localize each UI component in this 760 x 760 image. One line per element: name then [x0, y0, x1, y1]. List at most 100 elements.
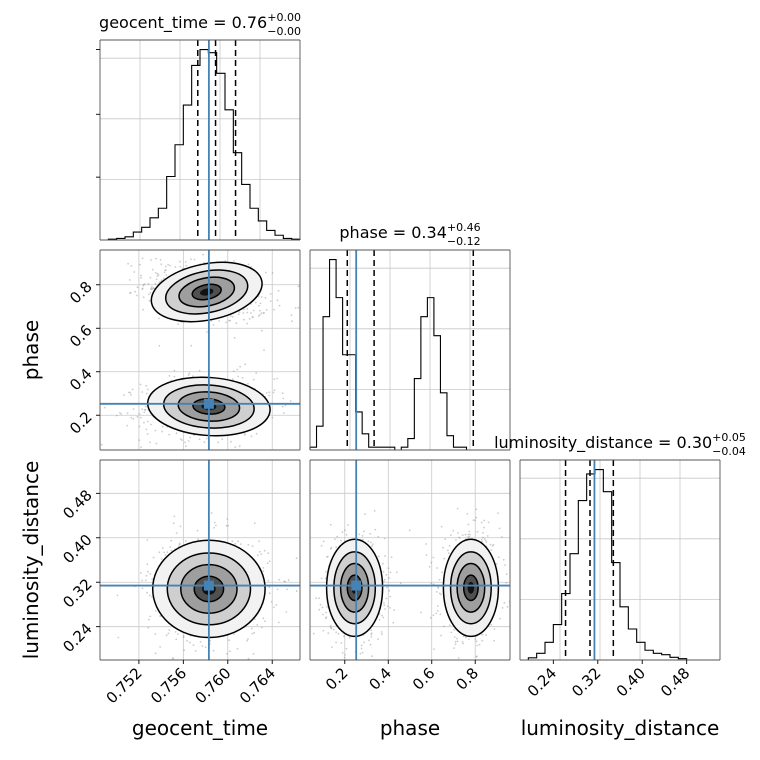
sample-point [505, 573, 508, 575]
sample-point [370, 545, 373, 547]
sample-point [235, 322, 238, 325]
sample-point [436, 567, 438, 569]
sample-point [206, 331, 208, 333]
sample-point [444, 538, 447, 541]
sample-point [315, 597, 318, 600]
sample-point [377, 555, 380, 558]
sample-point [157, 274, 160, 276]
hist-luminosity_distance-panel [519, 459, 721, 664]
sample-point [271, 664, 273, 666]
sample-point [268, 586, 271, 589]
sample-point [192, 375, 194, 377]
sample-point [341, 652, 344, 654]
sample-point [164, 269, 167, 272]
sample-point [262, 567, 265, 569]
sample-point [154, 652, 157, 655]
sample-point [156, 272, 159, 275]
sample-point [475, 508, 478, 511]
y-tick-label-distance_ticks: 0.48 [59, 486, 95, 522]
contour-luminosity_distance_vs_phase-truth-marker [351, 580, 362, 591]
sample-point [154, 429, 157, 432]
contour-luminosity_distance_vs_phase-mode-1-level-4 [467, 581, 475, 594]
sample-point [382, 570, 385, 573]
sample-point [457, 657, 460, 659]
sample-point [263, 312, 265, 314]
contour-luminosity_distance_vs_geocent_time-plot-area [100, 460, 300, 666]
hist-geocent_time-title-minus-text: −0.00 [267, 25, 301, 38]
sample-point [134, 290, 137, 293]
sample-point [147, 570, 149, 573]
sample-point [360, 644, 363, 647]
sample-point [281, 405, 284, 408]
sample-point [179, 265, 182, 268]
x-axis-label: phase [380, 716, 440, 740]
sample-point [495, 677, 497, 679]
sample-point [472, 519, 475, 521]
sample-point [247, 657, 250, 660]
sample-point [159, 615, 162, 618]
sample-point [435, 612, 438, 615]
contour-luminosity_distance_vs_geocent_time-panel [96, 459, 301, 666]
sample-point [456, 637, 458, 640]
sample-point [233, 337, 236, 339]
sample-point [262, 617, 265, 620]
sample-point [250, 312, 252, 314]
hist-geocent_time-title-param: geocent_time [99, 13, 208, 33]
hist-phase-title-eq: = [388, 223, 412, 242]
sample-point [467, 523, 470, 526]
sample-point [236, 647, 239, 650]
sample-point [258, 550, 261, 553]
x-tick-label-geocent_ticks: 0.764 [236, 664, 279, 707]
contour-luminosity_distance_vs_geocent_time-truth-marker [203, 580, 214, 591]
sample-point [483, 526, 485, 529]
sample-point [315, 394, 317, 396]
sample-point [343, 635, 345, 638]
sample-point [475, 640, 478, 643]
sample-point [225, 524, 228, 527]
sample-point [389, 595, 392, 598]
sample-point [242, 312, 245, 314]
sample-point [233, 633, 236, 635]
sample-point [370, 636, 373, 638]
sample-point [388, 589, 391, 592]
sample-point [373, 510, 376, 512]
sample-point [212, 324, 215, 326]
sample-point [170, 539, 173, 542]
sample-point [327, 555, 329, 558]
hist-phase-title: phase = 0.34+0.46 [339, 221, 480, 242]
sample-point [264, 297, 267, 299]
sample-point [268, 391, 271, 394]
sample-point [146, 563, 149, 566]
sample-point [276, 377, 278, 380]
sample-point [361, 651, 364, 654]
sample-point [243, 318, 245, 321]
sample-point [237, 540, 240, 543]
sample-point [141, 587, 144, 590]
sample-point [282, 397, 285, 400]
sample-point [150, 423, 152, 426]
sample-point [266, 562, 269, 565]
sample-point [275, 604, 278, 606]
sample-point [161, 547, 164, 549]
sample-point [154, 633, 157, 635]
sample-point [198, 369, 201, 372]
sample-point [233, 260, 235, 262]
sample-point [163, 551, 166, 554]
sample-point [169, 546, 172, 548]
sample-point [466, 513, 469, 515]
sample-point [337, 632, 340, 635]
sample-point [267, 579, 270, 582]
sample-point [378, 619, 381, 621]
sample-point [382, 562, 384, 565]
sample-point [258, 540, 260, 542]
x-axis-label: luminosity_distance [521, 716, 720, 740]
hist-geocent_time-title-eq: = [208, 13, 232, 32]
sample-point [215, 524, 217, 527]
sample-point [429, 616, 432, 619]
sample-point [480, 521, 483, 524]
sample-point [141, 391, 144, 393]
sample-point [140, 446, 142, 448]
sample-point [498, 527, 501, 530]
sample-point [168, 433, 171, 436]
sample-point [226, 652, 228, 655]
